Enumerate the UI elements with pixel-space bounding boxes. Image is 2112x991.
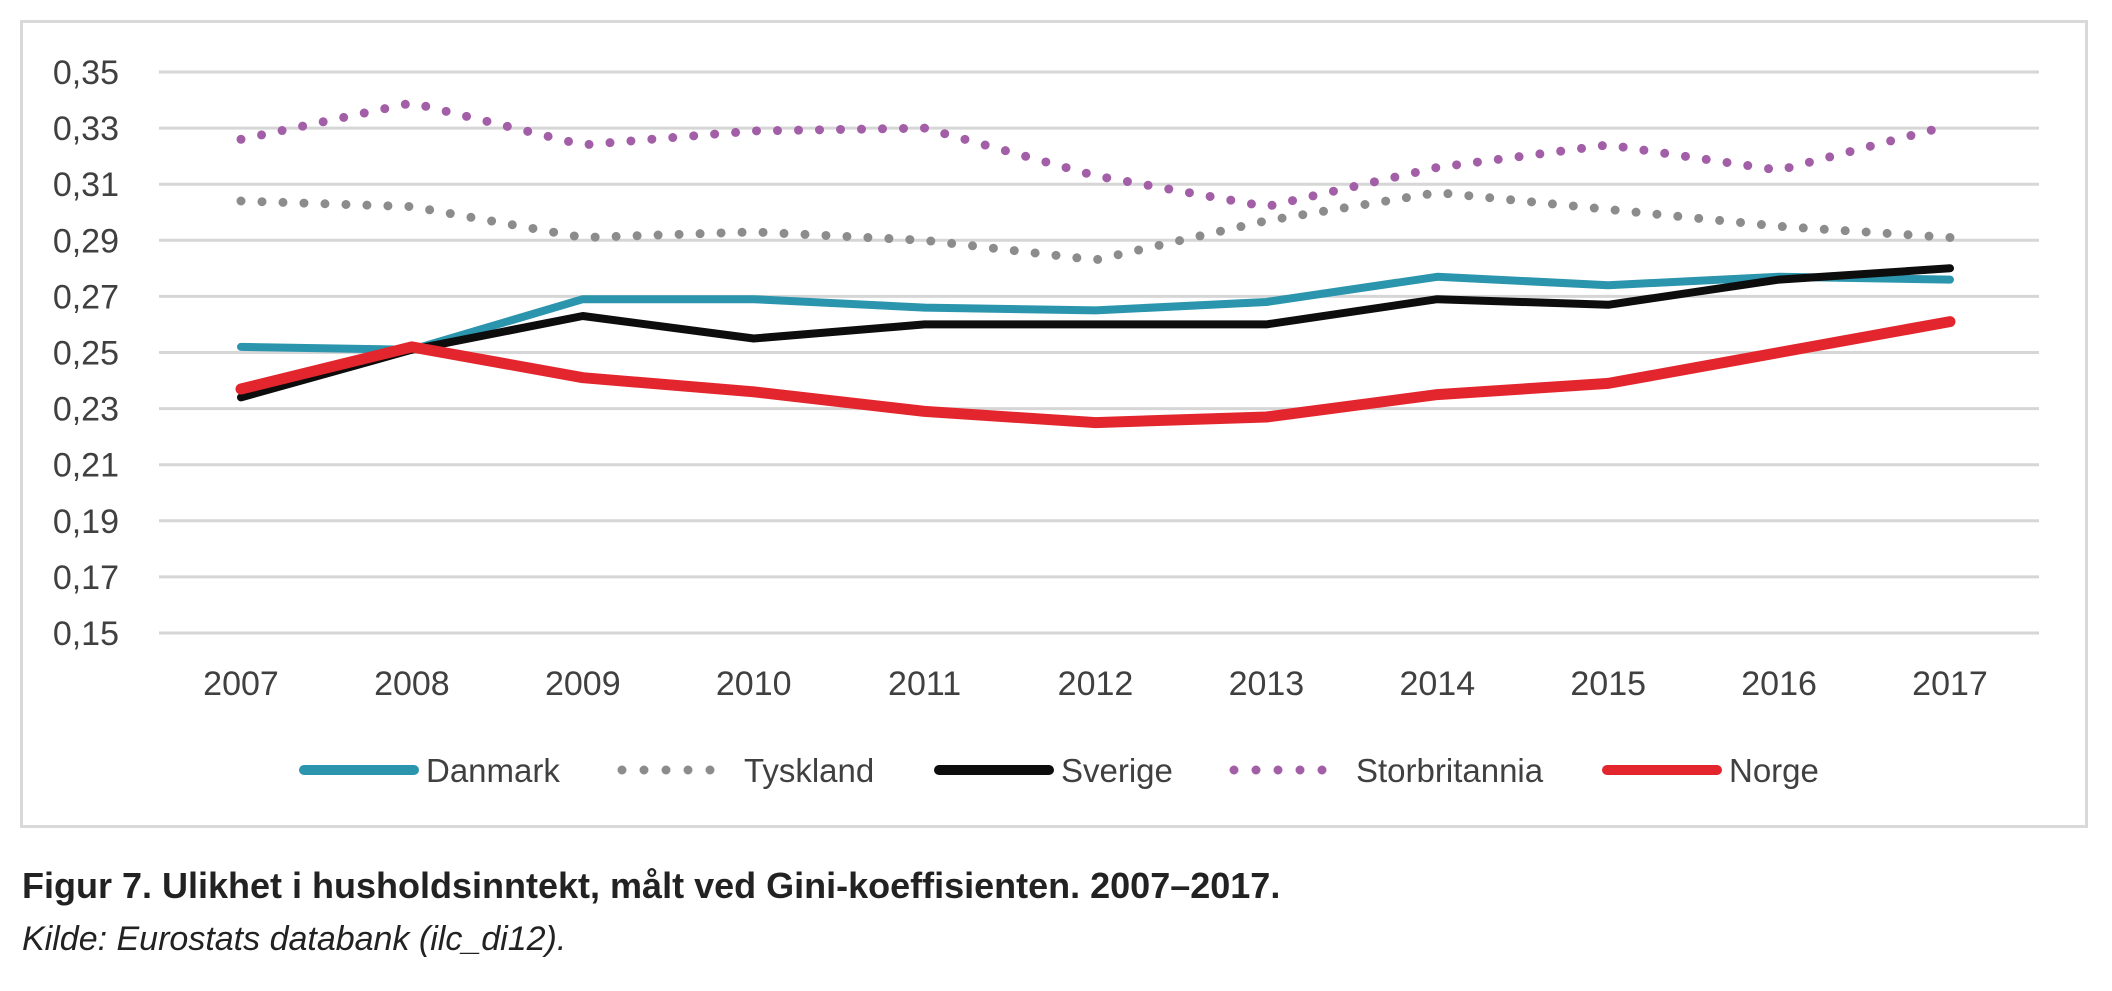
x-tick-label: 2010: [716, 665, 792, 703]
series-line-storbritannia: [236, 98, 1955, 212]
figure-caption-source: Kilde: Eurostats databank (ilc_di12).: [22, 920, 567, 958]
y-tick-label: 0,35: [53, 54, 119, 92]
x-tick-label: 2012: [1058, 665, 1134, 703]
chart-frame: 0,35 0,33 0,31 0,29 0,27 0,25 0,23 0,21 0,19 0,17…: [20, 20, 2088, 828]
y-tick-label: 0,19: [53, 503, 119, 541]
y-axis-ticks: 0,35 0,33 0,31 0,29 0,27 0,25 0,23 0,21 0,19 0,17…: [53, 54, 119, 653]
x-tick-label: 2011: [888, 665, 961, 703]
x-axis-ticks: 2007 2008 2009 2010 2011 2012 2013 2014 2015 2016…: [203, 665, 1988, 703]
line-chart: 0,35 0,33 0,31 0,29 0,27 0,25 0,23 0,21 0,19 0,17…: [53, 54, 2039, 789]
y-tick-label: 0,27: [53, 278, 119, 316]
x-tick-label: 2016: [1741, 665, 1817, 703]
legend-label-storbritannia: Storbritannia: [1356, 752, 1544, 789]
x-tick-label: 2008: [374, 665, 450, 703]
series-line-norge: [235, 316, 1956, 429]
y-tick-label: 0,21: [53, 447, 119, 485]
y-tick-label: 0,25: [53, 335, 119, 373]
figure-caption-title: Figur 7. Ulikhet i husholdsinntekt, målt…: [22, 865, 1281, 906]
series-lines: [235, 98, 1956, 429]
series-line-tyskland: [236, 188, 1955, 265]
y-tick-label: 0,33: [53, 110, 119, 148]
y-tick-label: 0,15: [53, 615, 119, 653]
y-tick-label: 0,23: [53, 391, 119, 429]
x-tick-label: 2017: [1912, 665, 1988, 703]
x-tick-label: 2009: [545, 665, 621, 703]
x-tick-label: 2013: [1229, 665, 1305, 703]
legend-label-sverige: Sverige: [1061, 752, 1173, 789]
y-tick-label: 0,17: [53, 559, 119, 597]
x-tick-label: 2014: [1399, 665, 1475, 703]
legend: Danmark Tyskland Sverige Storbritannia Norge: [299, 752, 1819, 789]
legend-label-tyskland: Tyskland: [744, 752, 874, 789]
legend-label-danmark: Danmark: [426, 752, 560, 789]
series-line-sverige: [237, 264, 1954, 402]
y-tick-label: 0,31: [53, 166, 119, 204]
x-tick-label: 2007: [203, 665, 279, 703]
legend-label-norge: Norge: [1729, 752, 1819, 789]
series-line-danmark: [237, 272, 1954, 354]
y-tick-label: 0,29: [53, 222, 119, 260]
x-tick-label: 2015: [1570, 665, 1646, 703]
